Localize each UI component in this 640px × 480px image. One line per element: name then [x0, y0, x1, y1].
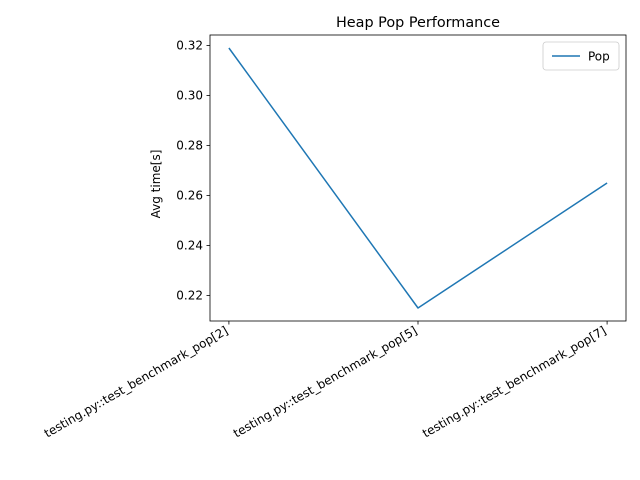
chart-title: Heap Pop Performance — [336, 15, 500, 31]
x-tick-label: testing.py::test_benchmark_pop[7] — [420, 323, 609, 440]
y-tick-label: 0.32 — [176, 39, 203, 53]
legend-label-pop: Pop — [588, 50, 610, 64]
series-line-pop — [228, 47, 608, 309]
y-tick-label: 0.24 — [176, 239, 203, 253]
y-tick-label: 0.26 — [176, 189, 203, 203]
y-axis-label: Avg time[s] — [149, 150, 163, 219]
x-axis: testing.py::test_benchmark_pop[2] testing… — [42, 321, 609, 440]
series-layer — [228, 47, 608, 309]
y-tick-label: 0.22 — [176, 289, 203, 303]
legend: Pop — [542, 41, 620, 71]
plot-area-frame — [209, 34, 627, 322]
x-tick-label: testing.py::test_benchmark_pop[5] — [231, 323, 420, 440]
y-tick-label: 0.30 — [176, 89, 203, 103]
legend-box — [542, 41, 620, 71]
y-tick-label: 0.28 — [176, 139, 203, 153]
x-tick-label: testing.py::test_benchmark_pop[2] — [42, 323, 231, 440]
y-axis: 0.22 0.24 0.26 0.28 0.30 0.32 — [176, 39, 210, 303]
